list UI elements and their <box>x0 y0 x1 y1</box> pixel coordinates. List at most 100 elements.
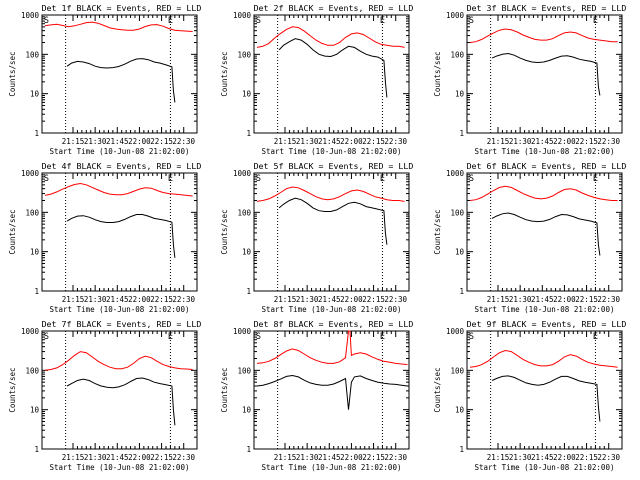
y-tick-label: 1 <box>459 287 464 296</box>
x-tick-label: 22:15 <box>150 137 173 146</box>
series-lld <box>469 28 618 43</box>
series-lld <box>469 185 618 201</box>
x-tick-label: 22:00 <box>340 453 363 462</box>
y-tick-label: 100 <box>237 366 251 375</box>
x-tick-label: 22:15 <box>150 295 173 304</box>
series-events <box>66 58 176 103</box>
y-axis-label: Counts/sec <box>433 51 442 96</box>
y-tick-label: 10 <box>242 248 252 257</box>
series-events <box>491 212 601 256</box>
panel-title: Det 3f BLACK = Events, RED = LLD <box>467 3 627 13</box>
plot-frame <box>253 330 410 450</box>
panel-det-9f: Det 9f BLACK = Events, RED = LLD 1 10 100 10… <box>433 319 626 472</box>
plot-frame <box>41 14 198 134</box>
y-axis-label: Counts/sec <box>220 367 229 412</box>
y-tick-label: 10 <box>30 248 40 257</box>
x-tick-label: 21:15 <box>274 295 297 304</box>
x-tick-label: 21:15 <box>274 453 297 462</box>
x-tick-label: 22:00 <box>553 453 576 462</box>
panel-title: Det 2f BLACK = Events, RED = LLD <box>254 3 414 13</box>
y-tick-label: 1 <box>246 129 251 138</box>
y-tick-label: 10 <box>242 406 252 415</box>
series-events <box>256 374 408 410</box>
panel-title: Det 1f BLACK = Events, RED = LLD <box>42 3 202 13</box>
x-axis-label: Start Time (10-Jun-08 21:02:00) <box>50 305 190 314</box>
marker-e: E <box>593 16 598 26</box>
x-axis-label: Start Time (10-Jun-08 21:02:00) <box>50 147 190 156</box>
y-tick-label: 1000 <box>21 169 40 178</box>
series-events <box>278 197 388 245</box>
series-lld <box>44 351 193 371</box>
x-tick-label: 22:00 <box>553 137 576 146</box>
marker-e: E <box>380 332 385 342</box>
series-lld <box>256 186 405 202</box>
y-tick-label: 1 <box>459 445 464 454</box>
x-tick-label: 22:30 <box>597 453 620 462</box>
marker-s: S <box>256 16 261 26</box>
y-tick-label: 1 <box>459 129 464 138</box>
y-axis-label: Counts/sec <box>220 51 229 96</box>
x-tick-label: 22:30 <box>597 295 620 304</box>
marker-s: S <box>469 332 474 342</box>
y-tick-label: 1000 <box>233 11 252 20</box>
x-tick-label: 21:45 <box>106 453 129 462</box>
series-events <box>66 214 176 258</box>
y-tick-label: 100 <box>237 50 251 59</box>
x-tick-label: 21:30 <box>296 137 319 146</box>
marker-s: S <box>44 332 49 342</box>
x-tick-label: 22:15 <box>362 295 385 304</box>
x-tick-label: 22:15 <box>575 295 598 304</box>
y-axis-label: Counts/sec <box>433 209 442 254</box>
x-tick-label: 22:15 <box>575 137 598 146</box>
x-tick-label: 21:30 <box>296 453 319 462</box>
x-axis-label: Start Time (10-Jun-08 21:02:00) <box>262 305 402 314</box>
y-tick-label: 1 <box>34 129 39 138</box>
x-tick-label: 22:30 <box>384 453 407 462</box>
x-tick-label: 22:00 <box>128 137 151 146</box>
marker-e: E <box>380 174 385 184</box>
x-tick-label: 21:15 <box>487 137 510 146</box>
x-axis-label: Start Time (10-Jun-08 21:02:00) <box>475 463 615 472</box>
marker-e: E <box>593 174 598 184</box>
series-lld <box>469 349 618 368</box>
y-tick-label: 1000 <box>233 327 252 336</box>
marker-e: E <box>380 16 385 26</box>
series-events <box>66 377 176 426</box>
x-tick-label: 21:30 <box>509 453 532 462</box>
x-tick-label: 21:30 <box>84 137 107 146</box>
panel-det-3f: Det 3f BLACK = Events, RED = LLD 1 10 100 10… <box>433 3 626 156</box>
x-tick-label: 22:00 <box>340 295 363 304</box>
plot-frame <box>253 172 410 292</box>
y-tick-label: 100 <box>450 208 464 217</box>
x-tick-label: 22:00 <box>128 453 151 462</box>
plot-frame <box>466 14 623 134</box>
panel-det-2f: Det 2f BLACK = Events, RED = LLD 1 10 100 10… <box>220 3 413 156</box>
y-axis-label: Counts/sec <box>220 209 229 254</box>
plot-frame <box>41 330 198 450</box>
y-tick-label: 10 <box>30 90 40 99</box>
x-tick-label: 21:45 <box>318 137 341 146</box>
x-axis-label: Start Time (10-Jun-08 21:02:00) <box>262 463 402 472</box>
x-tick-label: 21:45 <box>106 137 129 146</box>
panel-det-5f: Det 5f BLACK = Events, RED = LLD 1 10 100 10… <box>220 161 413 314</box>
marker-s: S <box>44 174 49 184</box>
series-lld <box>44 182 193 197</box>
y-tick-label: 100 <box>25 366 39 375</box>
panel-title: Det 7f BLACK = Events, RED = LLD <box>42 319 202 329</box>
panel-title: Det 4f BLACK = Events, RED = LLD <box>42 161 202 171</box>
x-axis-label: Start Time (10-Jun-08 21:02:00) <box>50 463 190 472</box>
x-tick-label: 21:45 <box>531 453 554 462</box>
series-events <box>491 52 601 96</box>
y-tick-label: 10 <box>30 406 40 415</box>
x-tick-label: 22:30 <box>384 137 407 146</box>
y-tick-label: 100 <box>450 50 464 59</box>
x-axis-label: Start Time (10-Jun-08 21:02:00) <box>475 305 615 314</box>
x-tick-label: 21:15 <box>487 453 510 462</box>
x-tick-label: 22:30 <box>172 295 195 304</box>
y-tick-label: 10 <box>455 90 465 99</box>
x-tick-label: 21:45 <box>318 453 341 462</box>
y-tick-label: 100 <box>237 208 251 217</box>
x-tick-label: 22:30 <box>597 137 620 146</box>
series-events <box>491 375 601 422</box>
